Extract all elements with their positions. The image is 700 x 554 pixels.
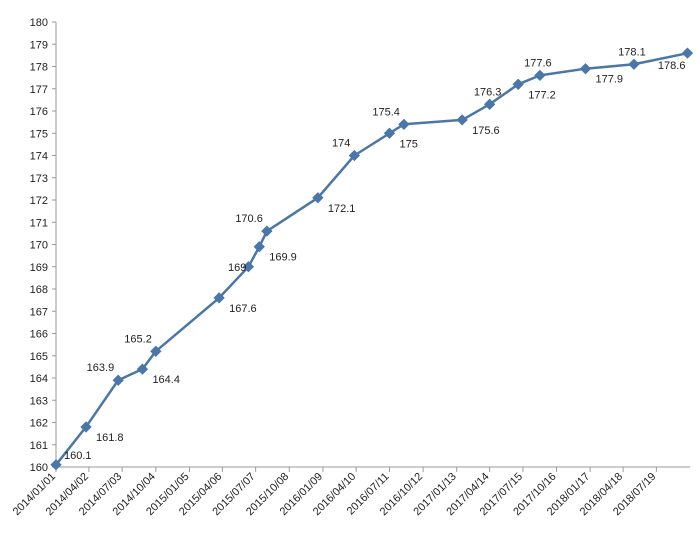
y-tick-label: 169	[30, 262, 48, 274]
data-point	[398, 118, 410, 131]
data-point	[579, 63, 592, 75]
data-point	[312, 192, 324, 204]
data-point	[681, 47, 694, 59]
data-point	[261, 225, 273, 237]
data-label: 175.4	[372, 106, 400, 118]
y-tick-label: 167	[30, 306, 48, 318]
y-axis: 160 161 162 163 164 165 166 167 168 169 170 171 172 1…	[30, 17, 57, 474]
data-point	[50, 459, 62, 471]
data-point	[253, 241, 265, 253]
data-label: 175.6	[472, 125, 500, 137]
y-tick-label: 180	[30, 17, 48, 29]
y-tick-label: 171	[30, 217, 48, 229]
y-tick-label: 179	[30, 39, 48, 51]
y-tick-label: 173	[30, 173, 48, 185]
y-tick-label: 165	[30, 351, 48, 363]
data-point	[534, 69, 546, 82]
data-labels: 160.1 161.8 163.9 164.4 165.2 167.6 169 169.9 17…	[64, 46, 686, 462]
data-label: 169.9	[269, 252, 297, 264]
data-label: 169	[228, 262, 246, 274]
data-point	[213, 292, 225, 304]
y-tick-label: 161	[30, 440, 48, 452]
y-tick-label: 177	[30, 84, 48, 96]
data-label: 175	[399, 138, 417, 150]
data-label: 177.2	[528, 89, 556, 101]
data-point	[383, 127, 396, 139]
data-label: 177.9	[595, 74, 623, 86]
y-tick-label: 172	[30, 195, 48, 207]
data-label: 163.9	[87, 362, 115, 374]
y-tick-label: 174	[30, 151, 48, 163]
y-tick-label: 170	[30, 240, 48, 252]
y-tick-label: 176	[30, 106, 48, 118]
y-tick-label: 160	[30, 462, 48, 474]
x-axis: 2014/01/012014/04/022014/07/032014/10/04…	[11, 466, 690, 518]
data-point	[136, 363, 149, 375]
data-point	[150, 345, 162, 357]
data-label: 177.6	[524, 57, 552, 69]
data-label: 167.6	[229, 303, 257, 315]
data-label: 164.4	[152, 374, 180, 386]
data-point	[348, 149, 361, 162]
data-label: 178.1	[618, 46, 646, 58]
y-tick-label: 162	[30, 418, 48, 430]
y-tick-label: 178	[30, 62, 48, 74]
data-point	[456, 114, 468, 126]
data-label: 174	[332, 138, 350, 150]
y-tick-label: 166	[30, 329, 48, 341]
data-point	[242, 261, 255, 273]
y-tick-label: 163	[30, 395, 48, 407]
y-tick-label: 164	[30, 373, 48, 385]
data-label: 160.1	[64, 450, 92, 462]
data-label: 161.8	[96, 432, 124, 444]
data-label: 172.1	[328, 203, 356, 215]
data-label: 176.3	[474, 86, 502, 98]
data-label: 178.6	[658, 60, 686, 72]
y-tick-label: 175	[30, 128, 48, 140]
data-point	[628, 58, 640, 70]
data-label: 165.2	[124, 333, 152, 345]
y-tick-label: 168	[30, 284, 48, 296]
data-label: 170.6	[235, 213, 263, 225]
